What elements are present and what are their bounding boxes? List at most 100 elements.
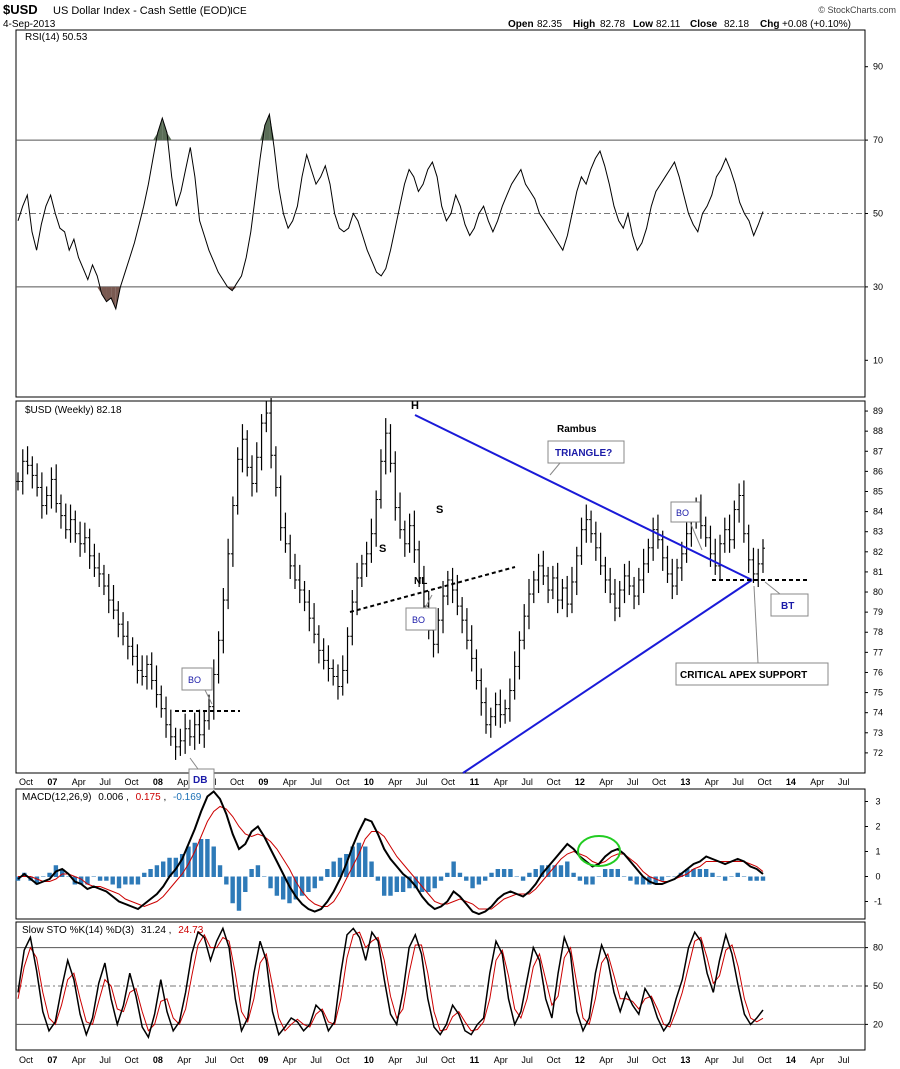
- macd-histogram-bar: [167, 857, 172, 877]
- price-bar: [751, 547, 756, 583]
- x-axis-label: Apr: [705, 1055, 719, 1065]
- macd-histogram-bar: [41, 876, 46, 877]
- close-value: 82.18: [724, 19, 749, 30]
- symbol: $USD: [3, 2, 38, 17]
- low-value: 82.11: [656, 19, 681, 30]
- price-bar: [445, 570, 450, 606]
- price-bar: [469, 625, 474, 672]
- critical-apex-label: CRITICAL APEX SUPPORT: [680, 670, 807, 681]
- macd-histogram-bar: [400, 876, 406, 892]
- macd-histogram-bar: [640, 876, 646, 885]
- bt-pointer: [764, 581, 781, 595]
- db-pointer: [189, 757, 199, 770]
- price-bar: [565, 575, 570, 618]
- price-bar: [507, 678, 512, 722]
- price-bar: [498, 689, 503, 728]
- price-bar: [593, 521, 598, 561]
- macd-histogram-bar: [356, 842, 362, 877]
- bo-2008-callout: [181, 667, 213, 691]
- price-bar: [82, 522, 87, 553]
- macd-histogram-bar: [628, 876, 633, 881]
- triangle-upper-trendline: [414, 414, 753, 581]
- price-bar: [278, 475, 283, 541]
- rsi-overbought-fill: [157, 118, 163, 141]
- macd-line: [17, 790, 764, 916]
- rsi-panel: 10 30 50 70 90: [16, 62, 883, 365]
- price-bar: [331, 659, 336, 686]
- price-bar: [517, 631, 522, 680]
- macd-histogram-bar: [66, 876, 71, 877]
- price-bar: [16, 472, 20, 491]
- price-bar: [655, 514, 660, 549]
- open-label: Open: [508, 19, 534, 30]
- price-bar: [364, 541, 369, 577]
- price-bar: [417, 540, 422, 587]
- bo-2008-label: BO: [188, 675, 201, 685]
- macd-histogram-bar: [318, 876, 324, 881]
- price-bar: [436, 608, 441, 654]
- x-axis-label: Oct: [230, 1055, 245, 1065]
- price-bar: [78, 521, 83, 557]
- macd-histogram-bar: [161, 861, 166, 877]
- price-bar: [622, 563, 627, 604]
- price-bar: [503, 699, 508, 724]
- sto-k-line: [17, 926, 764, 1040]
- price-bar: [636, 567, 641, 606]
- sto-value-2: 24.73: [178, 925, 203, 936]
- price-tick-label-86: 86: [873, 466, 883, 476]
- index-name: US Dollar Index - Cash Settle (EOD): [53, 5, 231, 17]
- macd-tick-label-2: 2: [875, 822, 880, 832]
- macd-histogram-bar: [337, 857, 343, 877]
- x-axis-label: Apr: [599, 1055, 613, 1065]
- price-bar: [39, 472, 44, 519]
- macd-histogram-bar: [760, 876, 766, 881]
- price-bar: [612, 578, 617, 622]
- price-bar: [359, 554, 364, 587]
- price-bar: [550, 565, 555, 600]
- price-bar: [479, 668, 484, 716]
- macd-panel: -1 0 1 2 3: [15, 790, 882, 916]
- bo-2010-callout: [405, 607, 437, 631]
- x-axis-label: 12: [575, 1055, 585, 1065]
- x-axis-label: Apr: [177, 1055, 191, 1065]
- price-bar: [44, 486, 49, 515]
- price-bar: [488, 707, 493, 738]
- price-bar: [340, 655, 345, 696]
- price-bar: [455, 574, 460, 616]
- x-axis-label: Jul: [99, 777, 111, 787]
- sto-d-line: [17, 931, 764, 1032]
- head-label: H: [411, 400, 419, 412]
- x-axis-label: Apr: [810, 1055, 824, 1065]
- macd-histogram-bar: [331, 861, 336, 877]
- x-axis-label: Jul: [205, 1055, 217, 1065]
- macd-histogram-bar: [192, 842, 197, 877]
- x-axis-label: Jul: [627, 1055, 639, 1065]
- macd-histogram-bar: [268, 876, 273, 889]
- price-bar: [202, 711, 207, 748]
- price-bar: [536, 553, 541, 594]
- macd-histogram-bar: [255, 865, 261, 877]
- price-bar: [58, 494, 63, 529]
- price-bar: [560, 578, 565, 610]
- bt-label: BT: [781, 601, 794, 612]
- macd-histogram-bar: [116, 876, 122, 889]
- price-annotations: Rambus TRIANGLE? H S S NL BO BO DB BO BT…: [175, 400, 829, 790]
- macd-histogram-bar: [754, 876, 759, 881]
- price-tick-label-82: 82: [873, 547, 883, 557]
- x-axis-label: Oct: [441, 777, 456, 787]
- price-bar: [30, 456, 35, 489]
- price-bar: [240, 424, 245, 473]
- x-axis-label: 11: [470, 1055, 480, 1065]
- x-axis-label: Jul: [627, 777, 639, 787]
- price-bar: [187, 719, 192, 746]
- price-bar: [173, 727, 178, 760]
- price-bar: [737, 483, 742, 523]
- macd-histogram-bar: [97, 876, 103, 881]
- price-bar: [164, 696, 169, 738]
- macd-histogram-bar: [299, 876, 305, 896]
- price-bar: [713, 538, 718, 575]
- price-bar: [756, 548, 761, 587]
- macd-histogram-bar: [129, 876, 134, 885]
- svg-text:Slow STO %K(14) %D(3) 31: Slow STO %K(14) %D(3) 31.24 , 24.73: [22, 925, 204, 936]
- stochastic-panel: 20 50 80: [16, 926, 883, 1040]
